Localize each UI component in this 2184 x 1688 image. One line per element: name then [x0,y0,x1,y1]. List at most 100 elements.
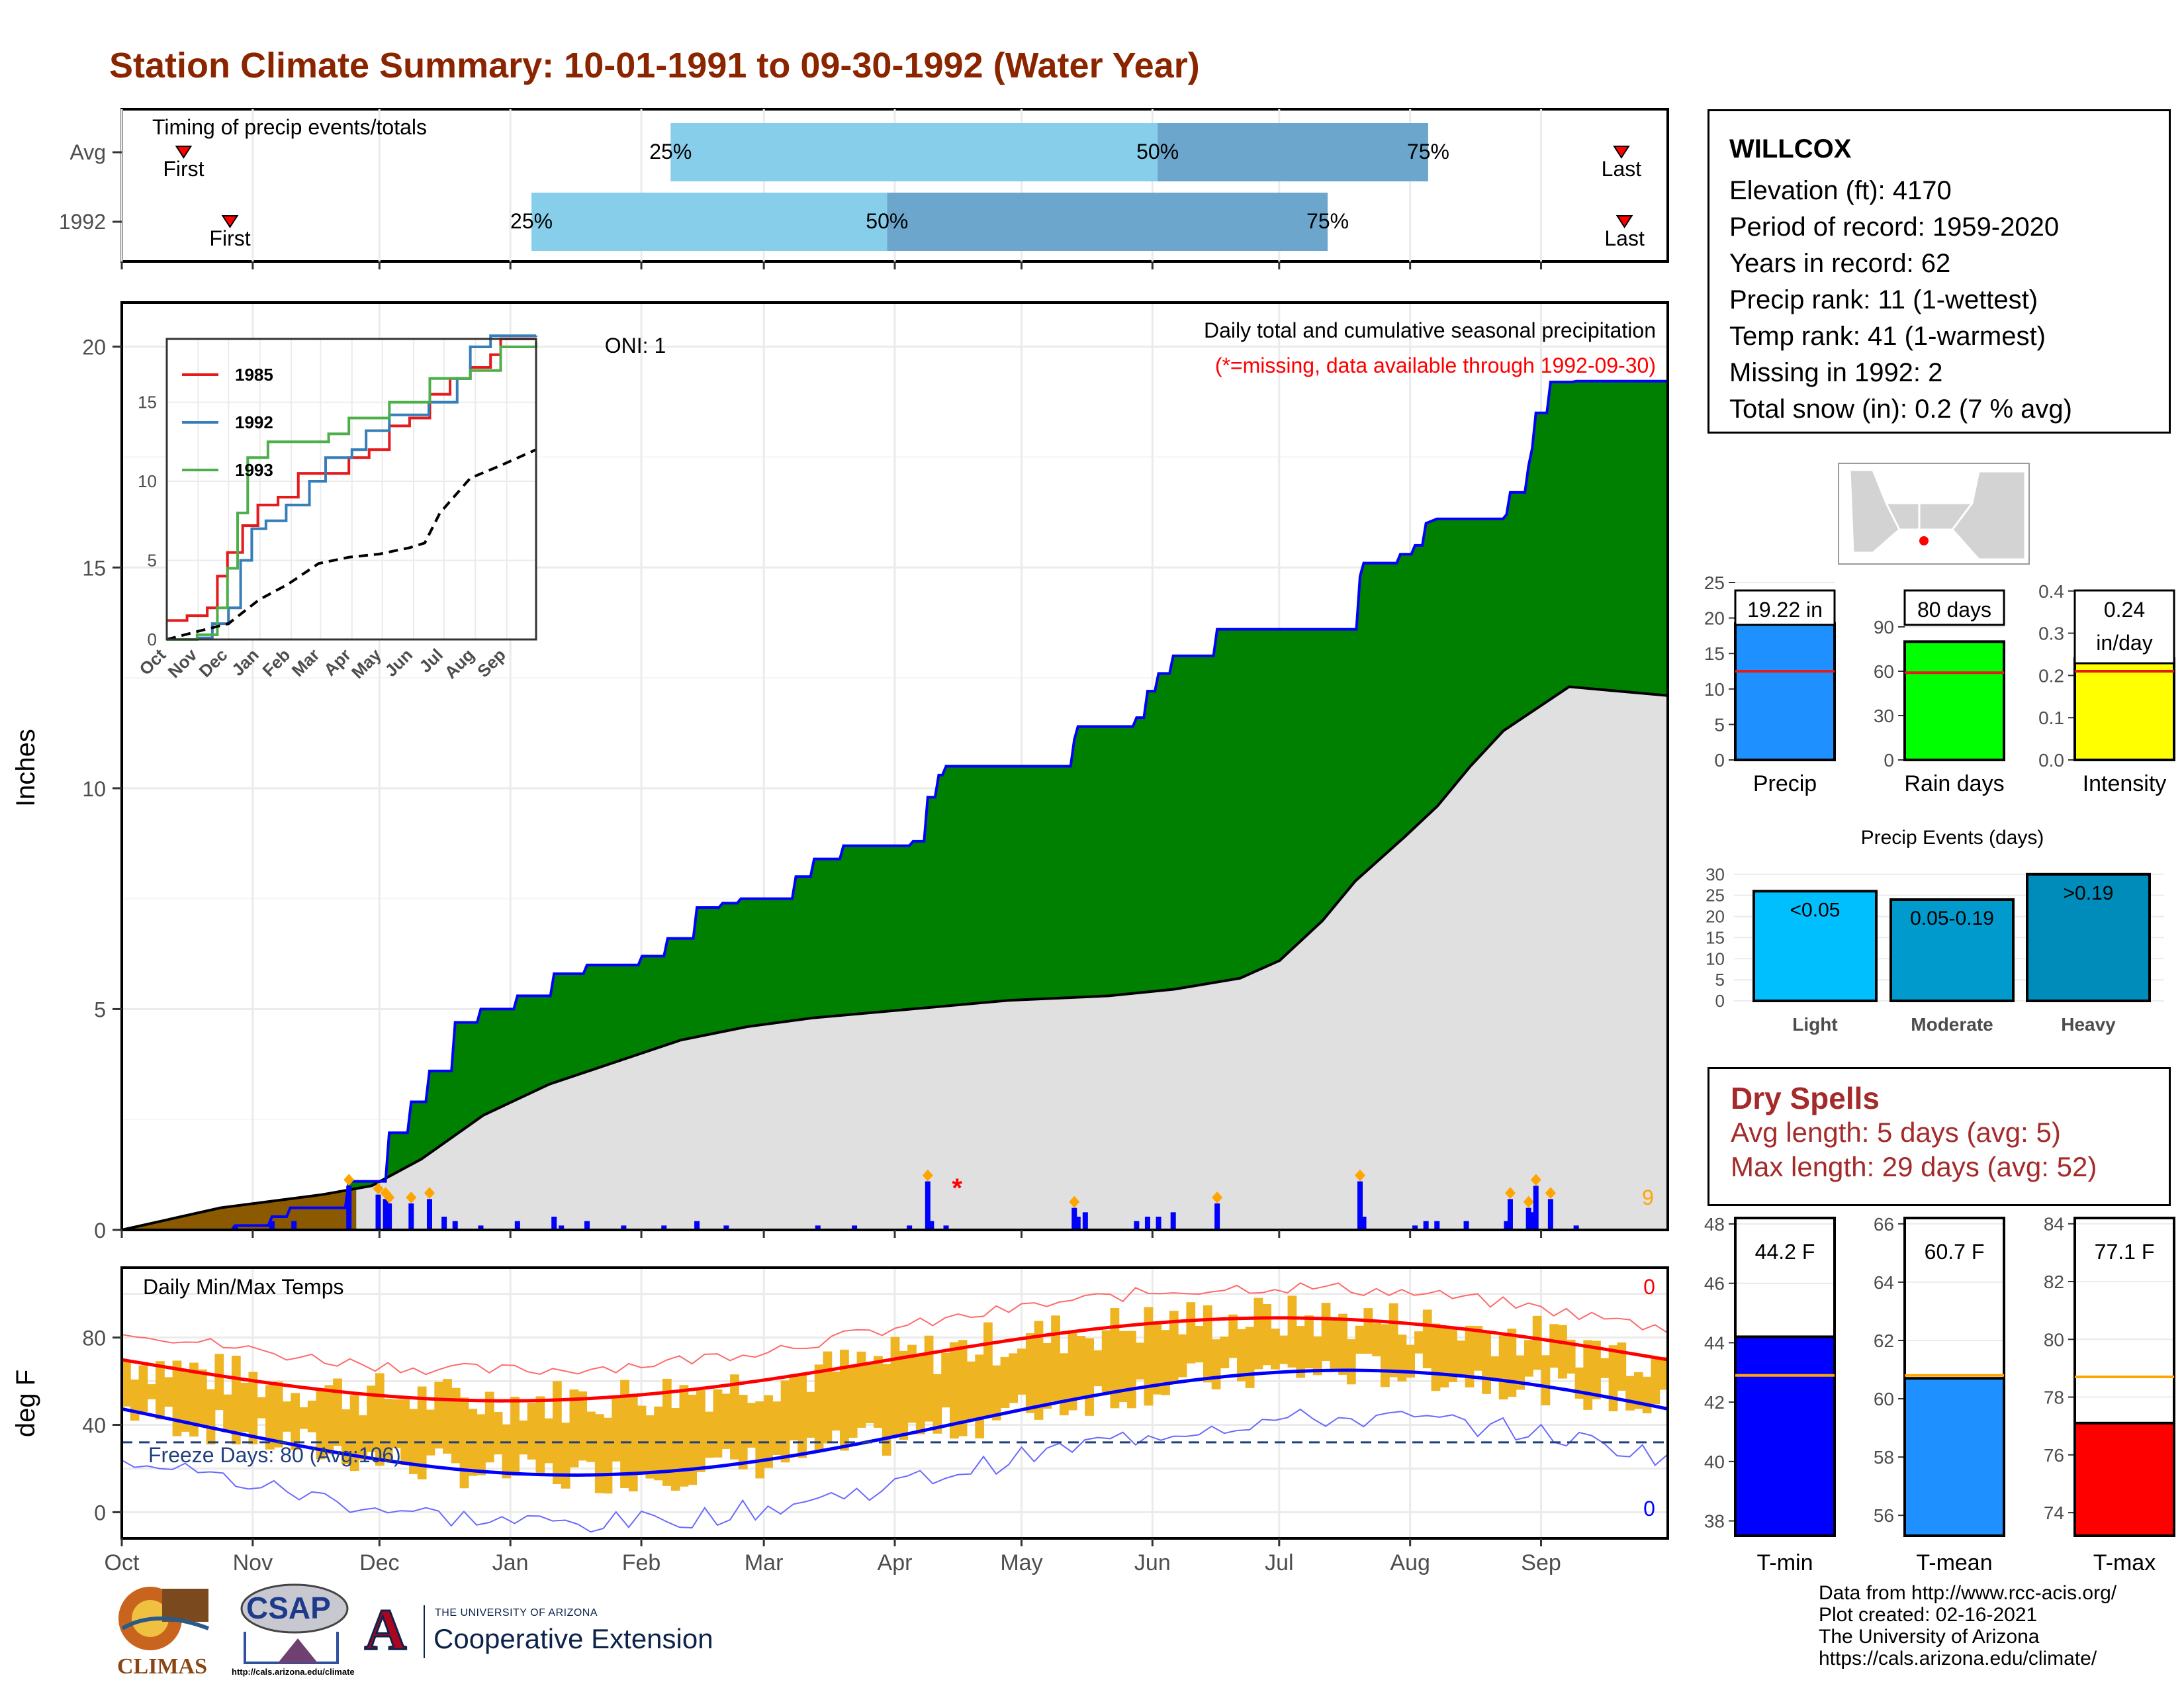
dry-spells-avg: Avg length: 5 days (avg: 5) [1731,1117,2061,1148]
daily-temp-range-bar [307,1400,317,1432]
daily-temp-range-bar [248,1372,258,1444]
tstat-category-label: T-max [2093,1550,2156,1575]
inset-border [165,338,537,641]
daily-temp-range-bar [603,1417,613,1494]
daily-temp-range-bar [1633,1372,1643,1409]
count-label: 9 [1642,1186,1654,1209]
daily-temp-range-bar [1085,1338,1094,1416]
daily-temp-range-bar [181,1370,191,1432]
daily-temp-range-bar [628,1396,638,1491]
daily-temp-range-bar [1110,1308,1120,1409]
daily-temp-range-bar [1617,1342,1627,1391]
tstat-y-tick: 74 [2044,1503,2064,1523]
events-y-tick: 5 [1715,970,1725,990]
daily-temp-range-bar [949,1342,959,1439]
stat-y-tick: 10 [1704,679,1725,700]
daily-temp-range-bar [679,1385,689,1487]
daily-temp-range-bar [966,1361,976,1421]
daily-precip-bar [452,1221,458,1230]
daily-temp-range-bar [553,1381,562,1485]
last-label: Last [1604,226,1645,250]
stat-y-tick: 0.3 [2038,624,2064,644]
daily-temp-range-bar [197,1369,207,1426]
daily-temp-range-bar [747,1403,756,1448]
daily-temp-range-bar [1076,1336,1086,1399]
daily-temp-range-bar [1161,1330,1170,1395]
month-label: Oct [105,1550,140,1575]
daily-precip-bar [1134,1221,1140,1230]
timing-row-label: 1992 [59,210,106,234]
timing-row-label: Avg [69,140,106,164]
legend-label: 1992 [235,412,273,432]
daily-temp-range-bar [172,1360,182,1436]
daily-precip-bar [478,1225,484,1230]
daily-temp-range-bar [848,1366,858,1438]
heavy-event-marker [1212,1191,1223,1203]
legend-label: 1993 [235,460,273,480]
stat-category-label: Rain days [1904,771,2004,796]
ua-big-text: Cooperative Extension [433,1623,713,1654]
stat-value-label: 19.22 in [1747,598,1823,622]
daily-temp-range-bar [696,1390,705,1472]
temps-label: Daily Min/Max Temps [143,1275,343,1299]
daily-temp-range-bar [417,1386,427,1479]
first-marker [221,215,239,228]
daily-precip-bar [269,1221,275,1230]
daily-temp-range-bar [434,1382,444,1449]
daily-temp-range-bar [1068,1333,1077,1411]
daily-temp-range-bar [975,1354,985,1438]
daily-precip-bar [1504,1221,1510,1230]
daily-precip-bar [1507,1199,1513,1230]
daily-precip-bar [1533,1186,1539,1230]
daily-temp-range-bar [163,1377,173,1407]
daily-temp-range-bar [1625,1376,1635,1411]
tstat-y-tick: 48 [1704,1214,1725,1235]
stat-y-tick: 30 [1874,706,1894,726]
daily-precip-bar [387,1203,392,1230]
daily-precip-bar [1071,1207,1077,1230]
daily-precip-bar [723,1225,729,1230]
daily-precip-bar [852,1225,858,1230]
daily-temp-range-bar [840,1349,849,1451]
station-name: WILLCOX [1729,134,1852,164]
daily-temp-range-bar [240,1382,250,1432]
daily-temp-range-bar [214,1354,224,1411]
daily-precip-bar [1423,1221,1429,1230]
record-min-line [121,1408,1668,1533]
daily-temp-range-bar [1592,1340,1601,1399]
events-title: Precip Events (days) [1861,827,2044,849]
location-map [1838,463,2030,565]
daily-temp-range-bar [493,1412,503,1455]
inset-panel: 051015OctNovDecJanFebMarAprMayJunJulAugS… [135,334,537,682]
precip-note: Daily total and cumulative seasonal prec… [1204,318,1656,342]
tstat-bar-t-max [2073,1421,2175,1537]
daily-temp-range-bar [1473,1326,1483,1371]
heavy-event-marker [424,1187,435,1199]
legend-label: 1985 [235,365,273,385]
stat-bar-Precip [1734,622,1836,762]
station-line: Missing in 1992: 2 [1729,358,1943,387]
daily-temp-range-bar [1009,1353,1019,1403]
daily-precip-bar [383,1199,388,1230]
daily-temp-range-bar [1271,1329,1280,1370]
daily-temp-range-bar [1330,1317,1340,1370]
tstat-y-tick: 60 [1874,1389,1894,1409]
dry-spells-max: Max length: 29 days (avg: 52) [1731,1151,2097,1182]
daily-temp-range-bar [612,1395,621,1462]
daily-temp-range-bar [156,1361,165,1420]
daily-temp-range-bar [1659,1356,1668,1390]
daily-temp-range-bar [383,1399,393,1461]
event-category-label: Heavy [2061,1014,2116,1035]
station-line: Precip rank: 11 (1-wettest) [1729,285,2038,314]
daily-temp-range-bar [1245,1327,1255,1388]
daily-temp-range-bar [772,1401,782,1455]
daily-temp-range-bar [1346,1339,1356,1385]
daily-temp-range-bar [874,1356,883,1428]
y-tick-label: 0 [94,1501,106,1524]
events-y-tick: 20 [1706,907,1725,927]
daily-temp-range-bar [1279,1335,1289,1364]
station-line: Total snow (in): 0.2 (7 % avg) [1729,395,2072,424]
y-tick-label: 40 [82,1413,106,1437]
month-label: Jun [1134,1550,1171,1575]
event-bar-label: >0.19 [2064,882,2114,904]
